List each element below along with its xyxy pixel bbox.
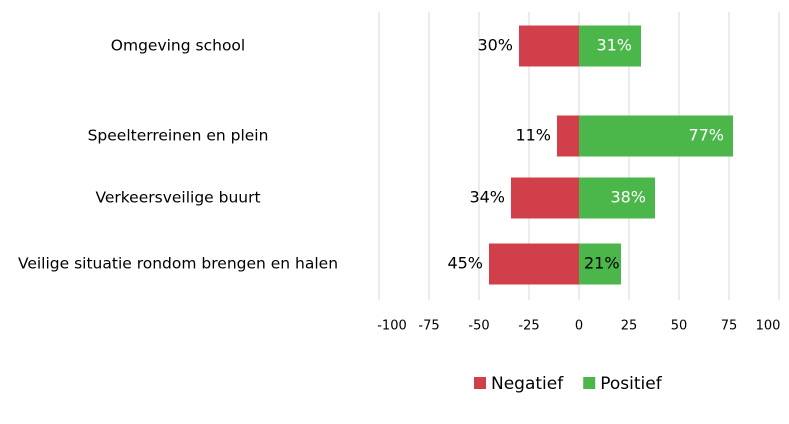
data-label: 31% <box>596 36 632 55</box>
category-label: Speelterreinen en plein <box>87 126 269 145</box>
category-label: Omgeving school <box>110 36 246 55</box>
x-tick-label: -25 <box>518 319 539 334</box>
bar <box>579 243 621 285</box>
legend-swatch <box>474 377 486 389</box>
x-tick-label: 100 <box>756 319 781 334</box>
data-label: 45% <box>447 254 483 273</box>
bar <box>579 177 655 219</box>
category-label: Verkeersveilige buurt <box>95 188 261 207</box>
x-tick-label: 75 <box>721 319 738 334</box>
bar <box>519 25 579 67</box>
category-label: Veilige situatie rondom brengen en halen <box>17 254 339 273</box>
legend-label: Positief <box>600 374 662 394</box>
x-tick-label: 0 <box>575 319 583 334</box>
legend-swatch <box>583 377 596 389</box>
data-label: 21% <box>584 254 620 273</box>
x-tick-label: -75 <box>418 319 439 334</box>
bar <box>557 115 579 157</box>
data-label: 30% <box>477 36 513 55</box>
data-label: 38% <box>610 188 646 207</box>
x-tick-label: 50 <box>671 319 688 334</box>
data-label: 77% <box>688 126 724 145</box>
bar <box>579 115 733 157</box>
x-tick-label: -50 <box>468 319 489 334</box>
legend-label: Negatief <box>491 374 564 394</box>
x-tick-label: -100 <box>377 319 407 334</box>
bar <box>579 25 641 67</box>
x-tick-label: 25 <box>621 319 638 334</box>
bar <box>511 177 579 219</box>
data-label: 11% <box>515 126 551 145</box>
data-label: 34% <box>469 188 505 207</box>
bar <box>489 243 579 285</box>
